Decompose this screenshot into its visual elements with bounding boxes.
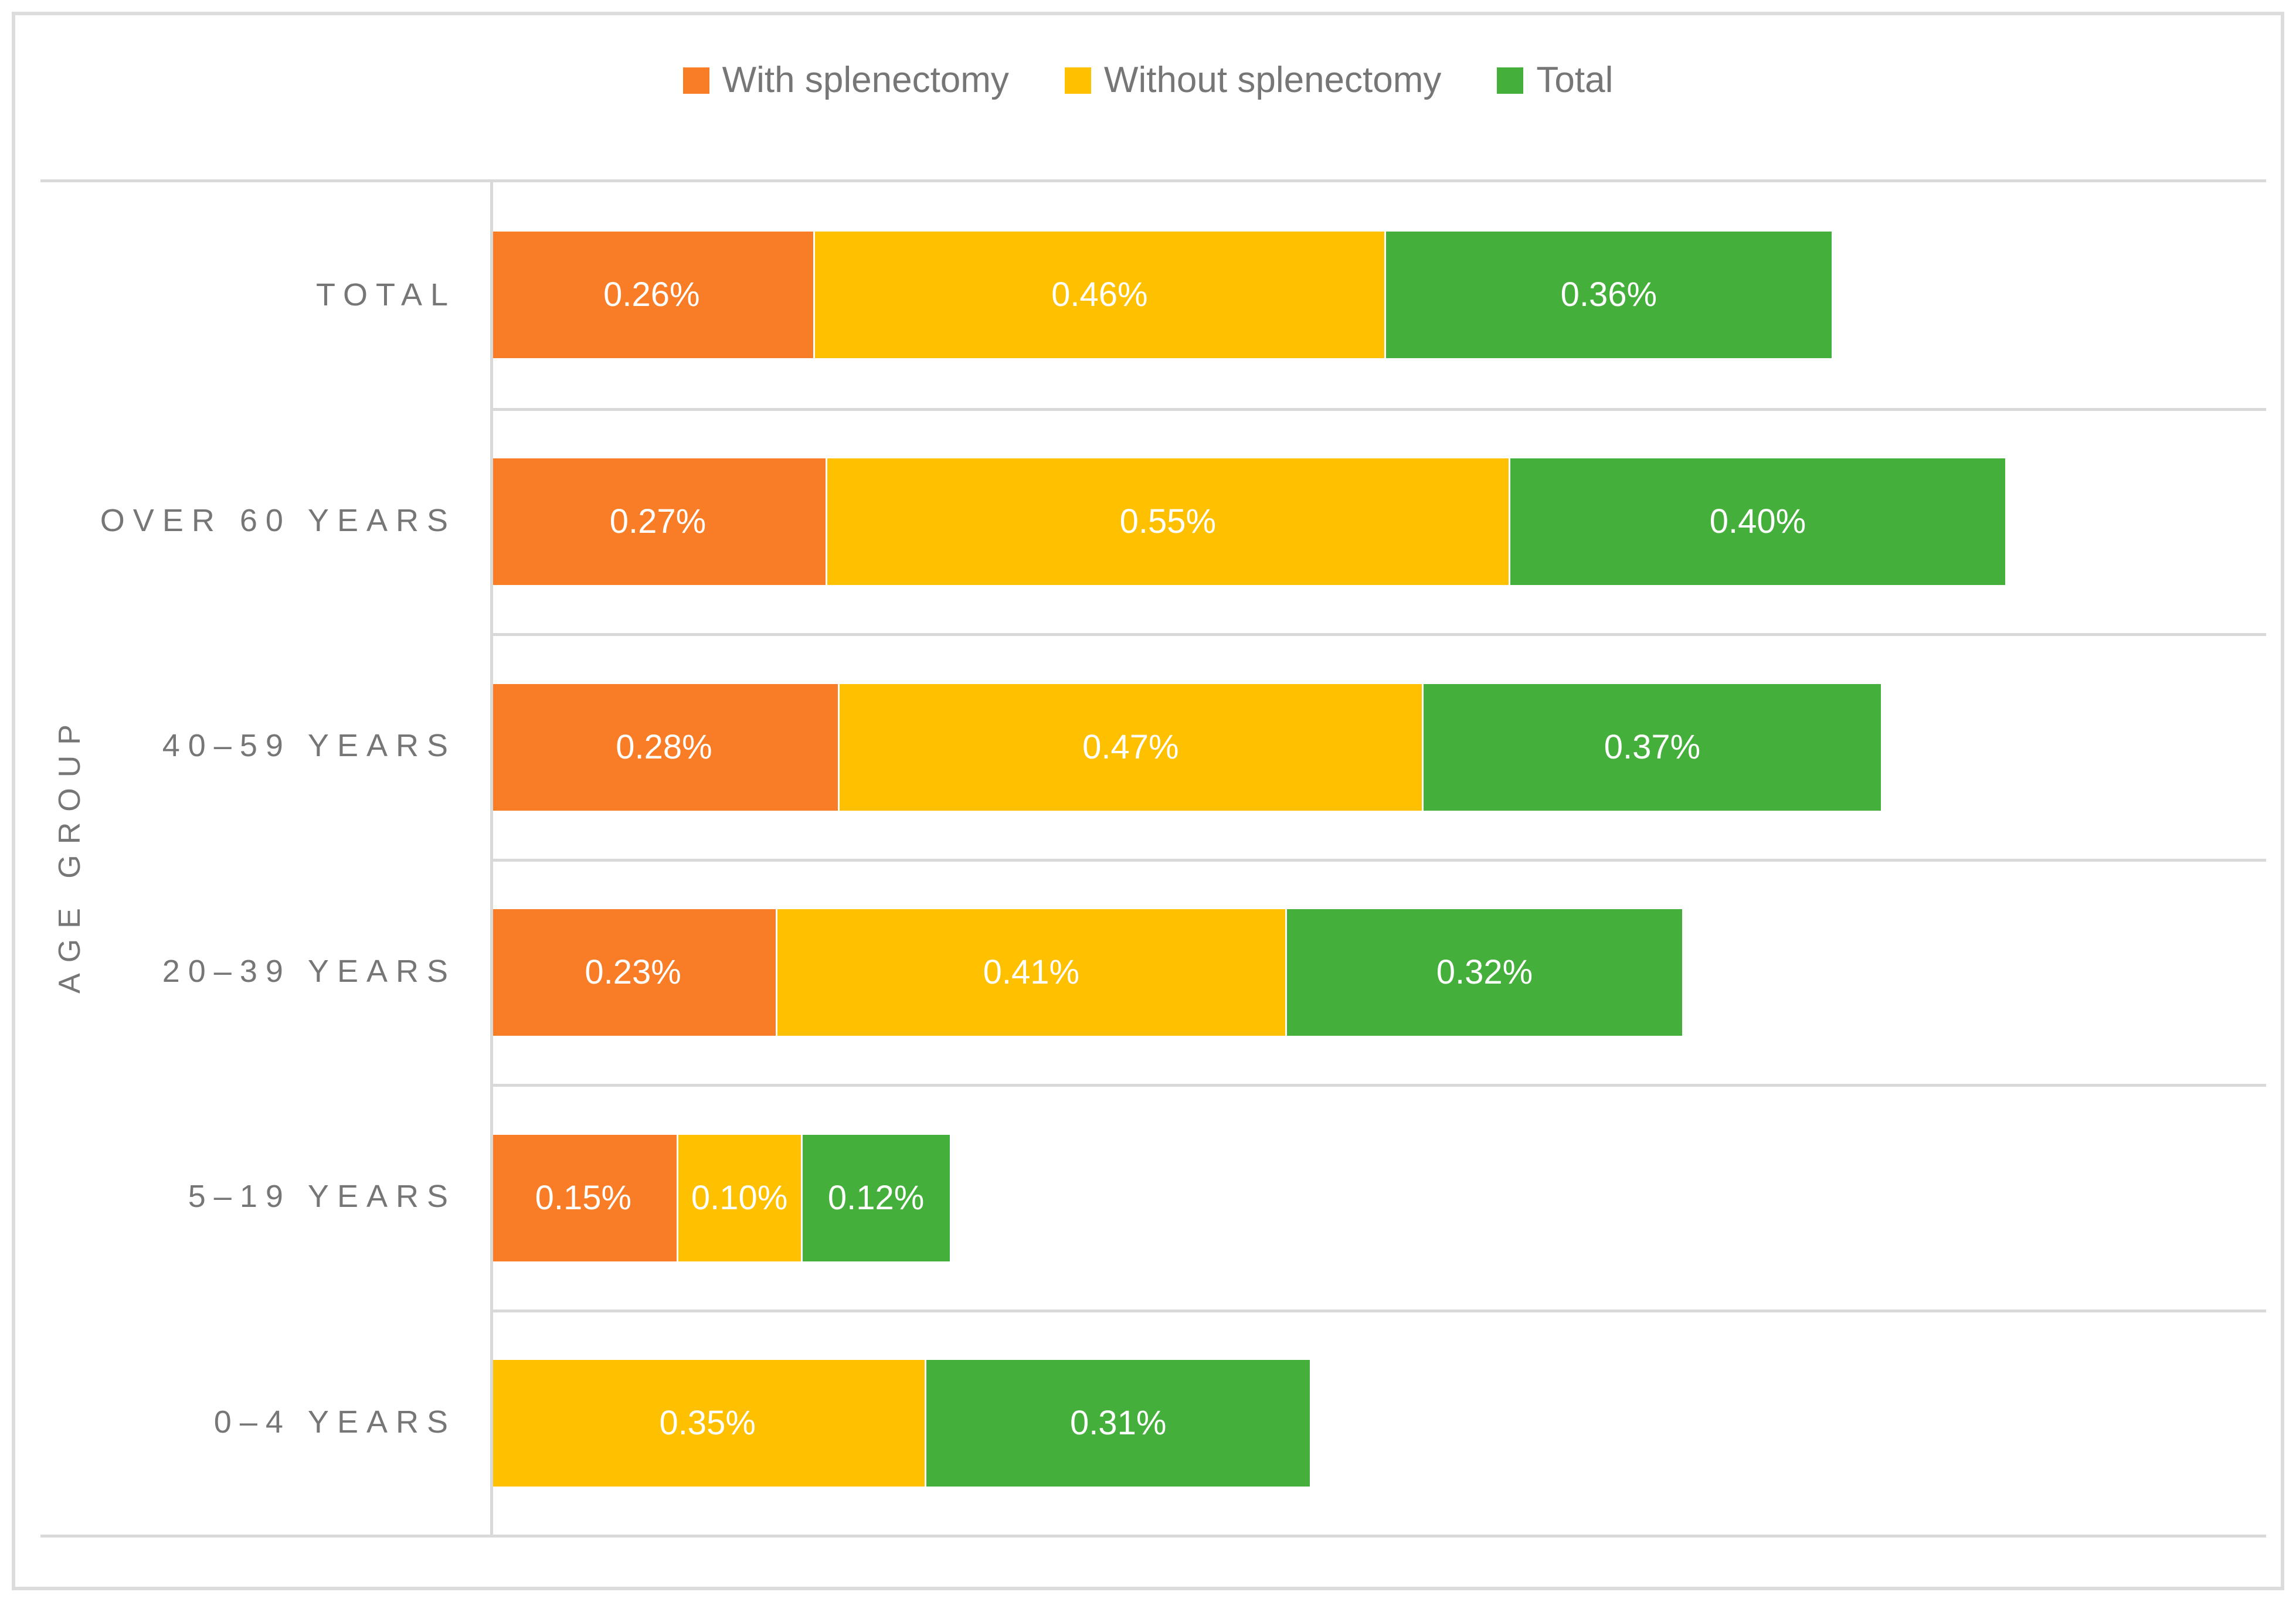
- category-row-total: TOTAL 0.26% 0.46% 0.36%: [40, 182, 2266, 408]
- bar-track: 0.23% 0.41% 0.32%: [490, 858, 2266, 1084]
- bar-segment-without-splenectomy: 0.41%: [776, 909, 1285, 1036]
- bar-segment-with-splenectomy: 0.15%: [490, 1134, 677, 1261]
- bar-value-label: 0.31%: [1069, 1404, 1167, 1443]
- legend-item-with-splenectomy: With splenectomy: [682, 60, 1009, 100]
- stacked-bar: 0.23% 0.41% 0.32%: [490, 909, 2266, 1036]
- category-label-cell: OVER 60 YEARS: [40, 408, 490, 634]
- legend-label: Total: [1536, 60, 1614, 100]
- category-label-cell: 40–59 YEARS: [40, 633, 490, 859]
- category-label: TOTAL: [315, 277, 456, 313]
- category-row-over-60-years: OVER 60 YEARS 0.27% 0.55% 0.40%: [40, 407, 2266, 634]
- bar-value-label: 0.27%: [609, 502, 707, 541]
- stacked-bar: 0.27% 0.55% 0.40%: [490, 458, 2266, 586]
- bar-value-label: 0.40%: [1709, 502, 1806, 541]
- bar-segment-without-splenectomy: 0.46%: [813, 232, 1385, 359]
- bar-segment-with-splenectomy: 0.23%: [490, 909, 776, 1036]
- category-label: 5–19 YEARS: [188, 1179, 456, 1215]
- bar-segment-without-splenectomy: 0.47%: [838, 683, 1422, 811]
- category-rows: TOTAL 0.26% 0.46% 0.36% OVER 60 YEARS 0.27% 0.…: [40, 182, 2266, 1535]
- bar-track: 0.35% 0.31%: [490, 1309, 2266, 1535]
- legend-swatch-total: [1497, 67, 1524, 94]
- stacked-bar: 0.28% 0.47% 0.37%: [490, 683, 2266, 811]
- category-row-0-4-years: 0–4 YEARS 0.35% 0.31%: [40, 1309, 2266, 1535]
- bar-value-label: 0.55%: [1119, 502, 1217, 541]
- bar-value-label: 0.41%: [983, 953, 1080, 992]
- bar-value-label: 0.12%: [827, 1178, 925, 1217]
- bar-value-label: 0.36%: [1560, 275, 1658, 314]
- bar-segment-without-splenectomy: 0.55%: [825, 458, 1509, 586]
- bar-value-label: 0.35%: [659, 1404, 756, 1443]
- chart-figure: With splenectomy Without splenectomy Total…: [12, 12, 2284, 1590]
- bar-track: 0.15% 0.10% 0.12%: [490, 1084, 2266, 1310]
- legend-swatch-with-splenectomy: [682, 67, 709, 94]
- bar-track: 0.27% 0.55% 0.40%: [490, 407, 2266, 634]
- bar-segment-with-splenectomy: 0.26%: [490, 232, 813, 359]
- bar-segment-total: 0.36%: [1384, 232, 1832, 359]
- bar-segment-total: 0.37%: [1421, 683, 1881, 811]
- bar-value-label: 0.47%: [1082, 727, 1179, 766]
- legend: With splenectomy Without splenectomy Total: [15, 62, 2281, 98]
- bar-segment-without-splenectomy: 0.10%: [676, 1134, 801, 1261]
- category-label-cell: 5–19 YEARS: [40, 1084, 490, 1310]
- legend-item-without-splenectomy: Without splenectomy: [1064, 60, 1442, 100]
- stacked-bar: 0.35% 0.31%: [490, 1360, 2266, 1487]
- bar-segment-total: 0.40%: [1508, 458, 2006, 586]
- legend-label: Without splenectomy: [1103, 60, 1442, 100]
- y-axis-line: [490, 182, 493, 1535]
- bar-value-label: 0.37%: [1604, 727, 1701, 766]
- bar-track: 0.28% 0.47% 0.37%: [490, 633, 2266, 859]
- plot-area: TOTAL 0.26% 0.46% 0.36% OVER 60 YEARS 0.27% 0.…: [40, 179, 2266, 1538]
- bar-value-label: 0.23%: [585, 953, 681, 992]
- category-label-cell: 0–4 YEARS: [40, 1310, 490, 1535]
- bar-value-label: 0.32%: [1436, 953, 1533, 992]
- legend-item-total: Total: [1497, 62, 1613, 98]
- legend-label: With splenectomy: [722, 60, 1009, 100]
- bar-segment-total: 0.31%: [925, 1360, 1310, 1487]
- legend-swatch-without-splenectomy: [1064, 67, 1091, 94]
- bar-value-label: 0.15%: [535, 1178, 632, 1217]
- stacked-bar: 0.15% 0.10% 0.12%: [490, 1134, 2266, 1261]
- bar-segment-total: 0.12%: [800, 1134, 950, 1261]
- bar-track: 0.26% 0.46% 0.36%: [490, 182, 2266, 408]
- category-label-cell: TOTAL: [40, 182, 490, 408]
- category-row-20-39-years: 20–39 YEARS 0.23% 0.41% 0.32%: [40, 858, 2266, 1084]
- stacked-bar: 0.26% 0.46% 0.36%: [490, 232, 2266, 359]
- bar-value-label: 0.46%: [1051, 275, 1148, 314]
- category-row-5-19-years: 5–19 YEARS 0.15% 0.10% 0.12%: [40, 1084, 2266, 1310]
- bar-segment-with-splenectomy: 0.28%: [490, 683, 838, 811]
- bar-segment-with-splenectomy: 0.27%: [490, 458, 826, 586]
- category-label: 20–39 YEARS: [162, 953, 456, 989]
- category-row-40-59-years: 40–59 YEARS 0.28% 0.47% 0.37%: [40, 633, 2266, 859]
- bar-value-label: 0.28%: [616, 727, 712, 766]
- category-label: OVER 60 YEARS: [100, 502, 456, 538]
- bar-value-label: 0.26%: [603, 275, 700, 314]
- category-label: 40–59 YEARS: [162, 728, 456, 764]
- bar-value-label: 0.10%: [691, 1178, 788, 1217]
- bar-segment-without-splenectomy: 0.35%: [490, 1360, 925, 1487]
- bar-segment-total: 0.32%: [1285, 909, 1683, 1036]
- category-label: 0–4 YEARS: [213, 1404, 456, 1440]
- category-label-cell: 20–39 YEARS: [40, 859, 490, 1084]
